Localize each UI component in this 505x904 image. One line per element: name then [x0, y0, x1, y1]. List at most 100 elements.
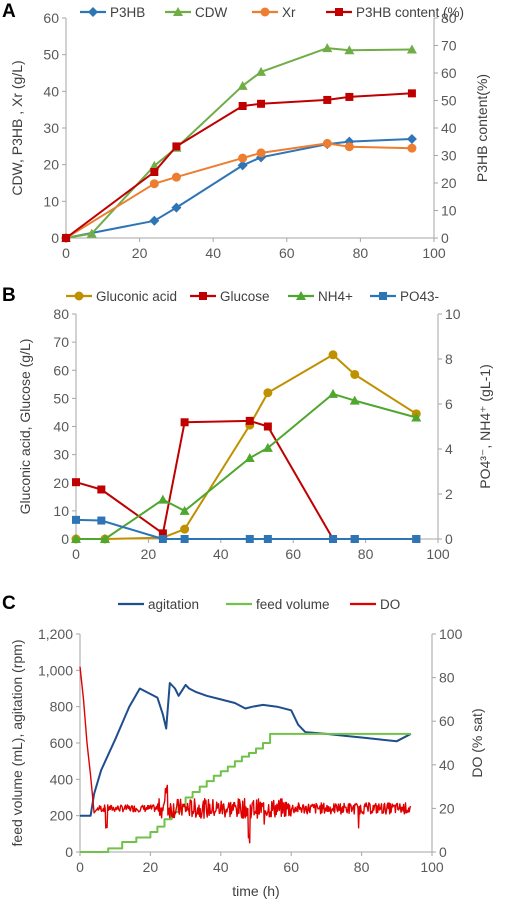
y2-tick-label: 60	[441, 65, 457, 81]
y2-tick-label: 40	[441, 120, 457, 136]
data-point	[97, 485, 106, 494]
legend-marker	[260, 7, 270, 17]
series-line	[65, 47, 412, 239]
chart-b: 0 20 40 60 80 100010203040506070800246810Gluc…	[17, 289, 493, 562]
y2-tick-label: 40	[439, 757, 455, 773]
y2-tick-label: 80	[439, 670, 455, 686]
y2-tick-label: 80	[441, 10, 457, 26]
data-point	[180, 535, 189, 543]
series-glucose	[72, 416, 421, 543]
data-point	[149, 215, 160, 226]
y2-tick-label: 0	[441, 230, 449, 246]
data-point	[72, 515, 80, 524]
data-point	[256, 148, 266, 158]
y-tick-label: 40	[43, 83, 59, 99]
data-point	[350, 535, 359, 543]
legend-item: P3HB	[80, 5, 145, 20]
chart-a: 0 20 40 60 80 1000102030405060010203040506070…	[9, 5, 490, 261]
legend-item: agitation	[118, 597, 199, 612]
legend-marker	[296, 291, 306, 300]
y2-axis-label: DO (% sat)	[469, 708, 485, 777]
data-point	[158, 529, 167, 538]
data-point	[179, 505, 190, 515]
data-point	[322, 43, 333, 53]
series-line	[65, 138, 412, 239]
y2-tick-label: 10	[441, 203, 457, 219]
x-axis-label: time (h)	[232, 883, 279, 899]
data-point	[263, 535, 272, 543]
data-point	[344, 142, 354, 152]
legend-label: Glucose	[220, 289, 270, 304]
legend-item: PO43-	[370, 289, 439, 304]
legend-item: P3HB content (%)	[326, 5, 464, 20]
data-point	[99, 534, 110, 543]
series-line	[79, 666, 412, 844]
y2-tick-label: 2	[445, 486, 453, 502]
x-tick-label: 0	[72, 546, 80, 562]
y-tick-label: 60	[53, 362, 69, 378]
y2-axis-label: PO4³⁻, NH4⁺ (gL-1)	[477, 364, 493, 488]
data-point	[257, 99, 266, 108]
y-tick-label: 800	[50, 699, 74, 715]
y-tick-label: 70	[53, 334, 69, 350]
legend-label: PO43-	[400, 289, 439, 304]
legend-marker	[199, 292, 207, 300]
y-tick-label: 600	[50, 735, 74, 751]
x-tick-label: 80	[358, 546, 374, 562]
data-point	[171, 202, 182, 213]
data-point	[344, 45, 355, 55]
y2-tick-label: 20	[439, 800, 455, 816]
y2-axis-label: P3HB content(%)	[474, 74, 490, 182]
y2-tick-label: 50	[441, 93, 457, 109]
panel-label-c: C	[2, 593, 16, 614]
data-point	[237, 80, 248, 90]
data-point	[329, 535, 338, 543]
y-tick-label: 10	[53, 503, 69, 519]
data-point	[349, 395, 360, 405]
y-tick-label: 0	[51, 230, 59, 246]
data-point	[237, 160, 248, 171]
chart-c: 0 20 40 60 80 10002004006008001,0001,20002040…	[9, 597, 485, 899]
data-point	[407, 89, 416, 98]
data-point	[245, 416, 254, 425]
data-point	[322, 138, 332, 148]
y-tick-label: 1,200	[38, 626, 73, 642]
data-point	[407, 143, 417, 153]
legend-label: CDW	[195, 5, 227, 20]
data-point	[157, 494, 168, 504]
data-point	[149, 179, 159, 189]
series-p3hb	[61, 134, 417, 243]
series-agitation	[80, 682, 412, 817]
y-tick-label: 20	[53, 475, 69, 491]
series-line	[80, 682, 412, 817]
y2-tick-label: 100	[439, 626, 463, 642]
panel-label-a: A	[2, 1, 16, 22]
y-tick-label: 0	[61, 531, 69, 547]
x-tick-label: 0	[76, 859, 84, 875]
data-point	[244, 453, 255, 462]
legend-marker	[173, 7, 183, 16]
series-nh4	[71, 388, 422, 543]
y-tick-label: 30	[53, 447, 69, 463]
y2-tick-label: 4	[445, 441, 453, 457]
data-point	[172, 142, 181, 151]
y2-tick-label: 0	[439, 844, 447, 860]
y-tick-label: 60	[43, 10, 59, 26]
x-tick-label: 20	[132, 245, 148, 261]
x-tick-label: 0	[62, 245, 70, 261]
legend-label: DO	[380, 597, 400, 612]
legend-marker	[379, 292, 387, 300]
data-point	[97, 516, 106, 525]
legend-item: feed volume	[226, 597, 330, 612]
legend-label: P3HB	[110, 5, 145, 20]
legend-label: Gluconic acid	[96, 289, 177, 304]
y-tick-label: 80	[53, 306, 69, 322]
axes-a: 0 20 40 60 80 1000102030405060010203040506070…	[9, 10, 490, 261]
legend-item: NH4+	[288, 289, 353, 304]
axes-c: 0 20 40 60 80 10002004006008001,0001,20002040…	[9, 626, 485, 899]
data-point	[328, 350, 338, 360]
y-tick-label: 20	[43, 157, 59, 173]
data-point	[158, 535, 167, 543]
x-tick-label: 40	[213, 546, 229, 562]
